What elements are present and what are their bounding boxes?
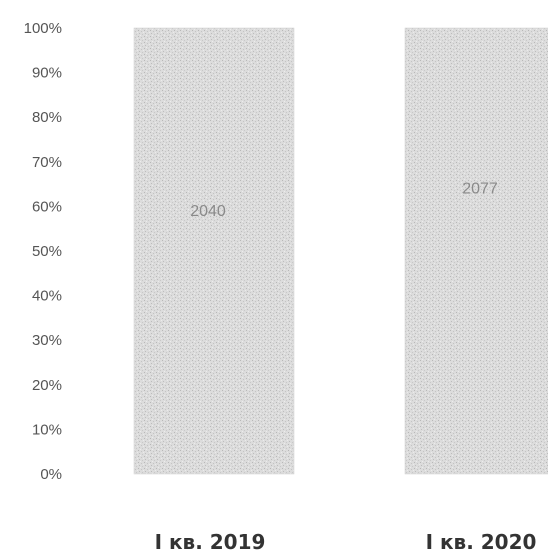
bar [133, 27, 295, 475]
data-label: 2077 [462, 181, 498, 198]
y-tick-label: 70% [32, 154, 62, 171]
data-label: 2040 [190, 203, 226, 220]
x-category-label: I кв. 2019 [155, 530, 266, 554]
bar [404, 27, 548, 475]
y-tick-label: 10% [32, 421, 62, 438]
y-tick-label: 30% [32, 332, 62, 349]
y-tick-label: 0% [40, 466, 62, 483]
y-axis: 0% 10% 20% 30% 40% 50% 60% 70% 80% 90% 100% [24, 20, 62, 483]
x-category-label: I кв. 2020 [426, 530, 537, 554]
data-labels: 2040 2077 [190, 181, 498, 220]
y-tick-label: 20% [32, 377, 62, 394]
y-tick-label: 40% [32, 288, 62, 305]
x-axis: I кв. 2019 I кв. 2020 [155, 530, 537, 554]
y-tick-label: 90% [32, 65, 62, 82]
y-tick-label: 50% [32, 243, 62, 260]
y-tick-label: 60% [32, 198, 62, 215]
y-tick-label: 100% [24, 20, 62, 37]
y-tick-label: 80% [32, 109, 62, 126]
bars [133, 27, 548, 475]
